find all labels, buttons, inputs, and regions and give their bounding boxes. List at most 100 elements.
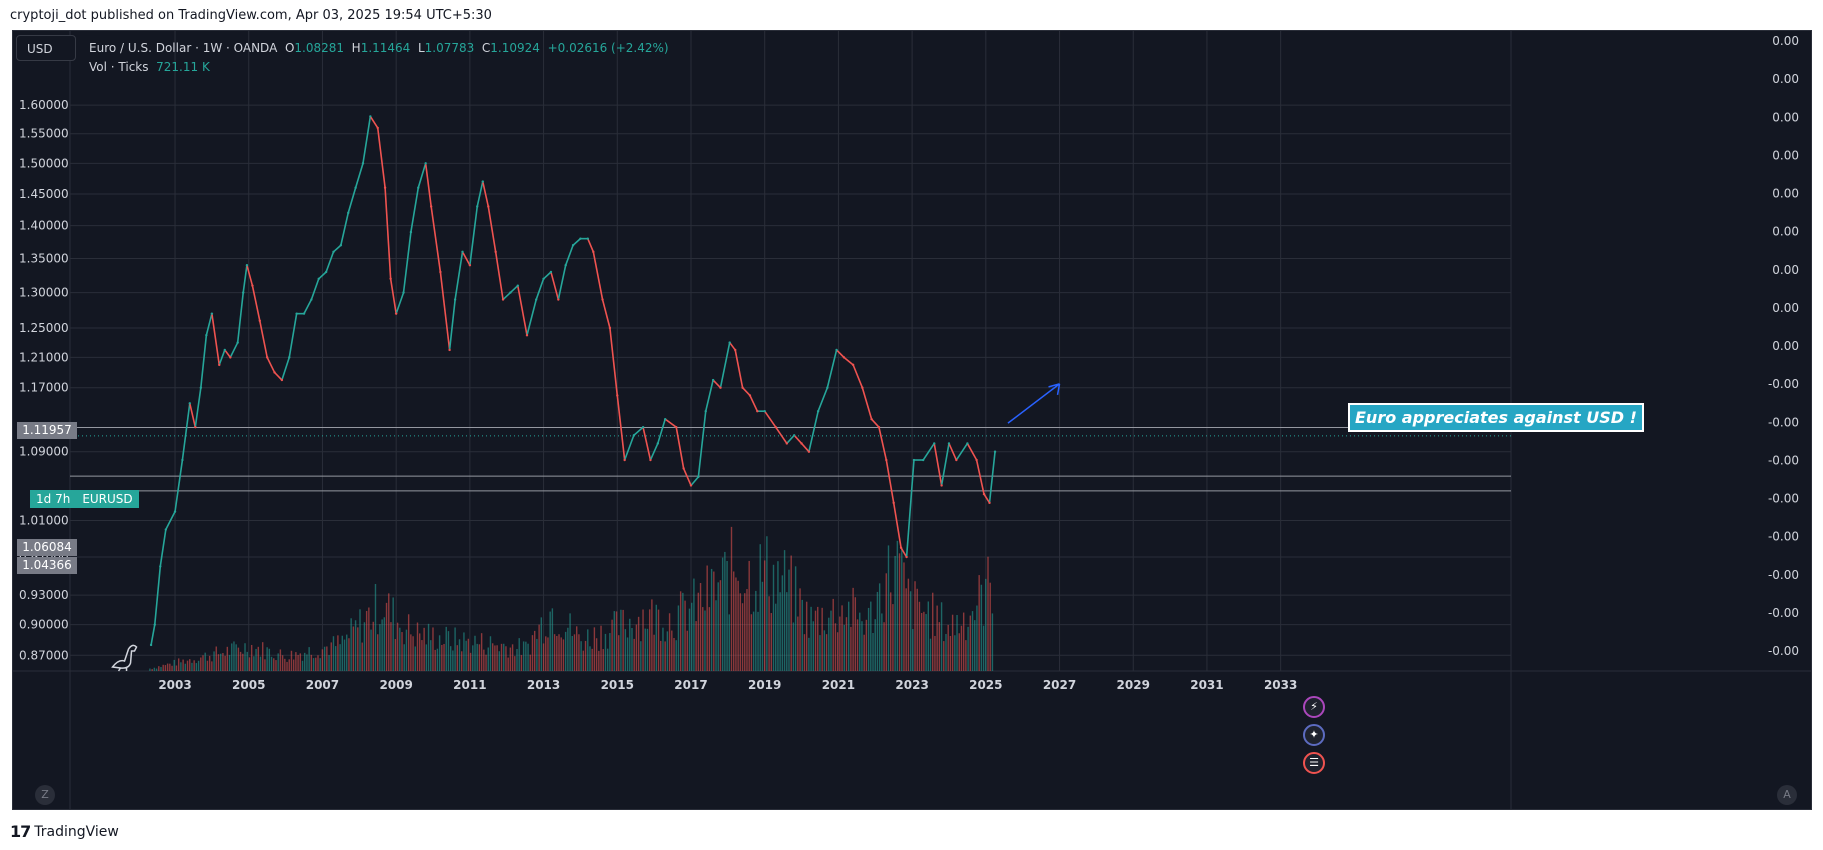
eu-flag-icon[interactable]: ✦ — [1303, 724, 1325, 746]
volume-bar — [812, 621, 815, 671]
right-tick-label: 0.00 — [1772, 148, 1799, 162]
volume-bar — [551, 608, 554, 671]
price-segment — [347, 187, 357, 214]
price-point — [317, 277, 320, 280]
price-point — [236, 341, 239, 344]
us-flag-icon[interactable]: ☰ — [1303, 752, 1325, 774]
volume-bar — [321, 649, 324, 671]
price-segment — [764, 410, 777, 428]
volume-bar — [859, 612, 861, 671]
price-chart[interactable]: 1.60000 1.55000 1.50000 1.45000 1.40000 1.350… — [13, 31, 1811, 809]
volume-bar — [808, 637, 810, 671]
price-point — [173, 510, 177, 513]
volume-bar — [969, 615, 972, 671]
x-tick-label: 2029 — [1117, 678, 1150, 692]
volume-bar — [407, 614, 410, 671]
volume-bar — [646, 628, 649, 671]
volume-bar — [642, 609, 644, 671]
price-point — [861, 386, 864, 389]
chart-panel[interactable]: 1.60000 1.55000 1.50000 1.45000 1.40000 1.350… — [12, 30, 1812, 810]
annotation-label[interactable]: Euro appreciates against USD ! — [1348, 403, 1644, 432]
volume-bar — [932, 592, 934, 671]
price-point — [912, 458, 916, 462]
right-tick-label: 0.00 — [1772, 72, 1799, 86]
volume-bar — [284, 658, 286, 671]
y-tick-label: 1.21000 — [19, 350, 69, 364]
price-point — [242, 291, 245, 294]
lightning-icon[interactable]: ⚡ — [1303, 696, 1325, 718]
volume-bar — [872, 632, 874, 671]
volume-bar — [553, 634, 556, 671]
volume-bar — [688, 608, 691, 671]
price-point — [159, 565, 162, 568]
volume-bar — [779, 592, 781, 671]
price-point — [877, 425, 881, 429]
auto-scale-button[interactable]: A — [1777, 785, 1797, 805]
volume-bar — [719, 580, 722, 671]
price-tag-lower: 1.04366 — [17, 557, 77, 574]
volume-bar — [531, 635, 534, 671]
right-tick-label: 0.00 — [1772, 301, 1799, 315]
volume-bar — [962, 612, 965, 671]
volume-bar — [392, 597, 394, 671]
volume-bar — [907, 578, 910, 671]
price-point — [389, 277, 392, 280]
price-segment — [808, 411, 819, 452]
price-point — [229, 356, 232, 359]
volume-bar — [224, 655, 226, 671]
legend-symbol[interactable]: Euro / U.S. Dollar · 1W · OANDA — [89, 41, 278, 55]
zoom-reset-button[interactable]: Z — [35, 785, 55, 805]
annotation-arrow-head — [1048, 383, 1061, 396]
volume-bar — [290, 650, 293, 671]
volume-bar — [903, 562, 905, 671]
legend-volume-label[interactable]: Vol · Ticks — [89, 60, 149, 74]
volume-bar — [248, 657, 251, 671]
price-segment — [664, 418, 677, 428]
volume-bar — [852, 587, 854, 671]
volume-bar — [644, 628, 646, 671]
volume-bar — [332, 636, 335, 671]
x-tick-label: 2011 — [453, 678, 486, 692]
price-segment — [786, 434, 795, 444]
price-segment — [550, 271, 560, 300]
volume-bar — [666, 631, 669, 671]
volume-bar — [242, 653, 244, 671]
volume-bar — [887, 545, 890, 671]
volume-bar — [881, 613, 883, 671]
volume-bar — [304, 652, 306, 671]
volume-bar — [987, 556, 989, 671]
volume-bar — [593, 627, 596, 671]
volume-bar — [255, 648, 257, 671]
price-point — [982, 492, 986, 496]
volume-bar — [476, 643, 478, 671]
price-segment — [165, 511, 176, 530]
x-tick-label: 2031 — [1190, 678, 1223, 692]
price-point — [993, 450, 997, 453]
volume-bar — [533, 630, 536, 671]
volume-bar — [219, 653, 222, 671]
countdown-symbol: EURUSD — [82, 492, 133, 506]
volume-bar — [520, 655, 523, 671]
volume-bar — [430, 640, 432, 671]
price-point — [251, 284, 254, 287]
price-segment — [174, 459, 184, 512]
volume-bar — [498, 651, 501, 671]
volume-bar — [465, 640, 467, 671]
volume-bar — [449, 646, 452, 671]
volume-bar — [262, 642, 264, 671]
volume-bar — [580, 641, 582, 671]
volume-bar — [529, 654, 531, 671]
price-segment — [729, 342, 736, 351]
price-point — [361, 162, 365, 165]
volume-bar — [438, 635, 441, 671]
volume-bar — [368, 607, 370, 671]
volume-bar — [195, 663, 198, 671]
currency-button[interactable]: USD — [16, 35, 76, 61]
price-segment — [259, 320, 268, 358]
tradingview-brand[interactable]: 17 TradingView — [10, 822, 119, 841]
price-segment — [325, 251, 335, 273]
volume-bar — [244, 643, 246, 671]
volume-bar — [171, 665, 173, 671]
price-point — [549, 270, 553, 274]
volume-bar — [213, 651, 215, 671]
